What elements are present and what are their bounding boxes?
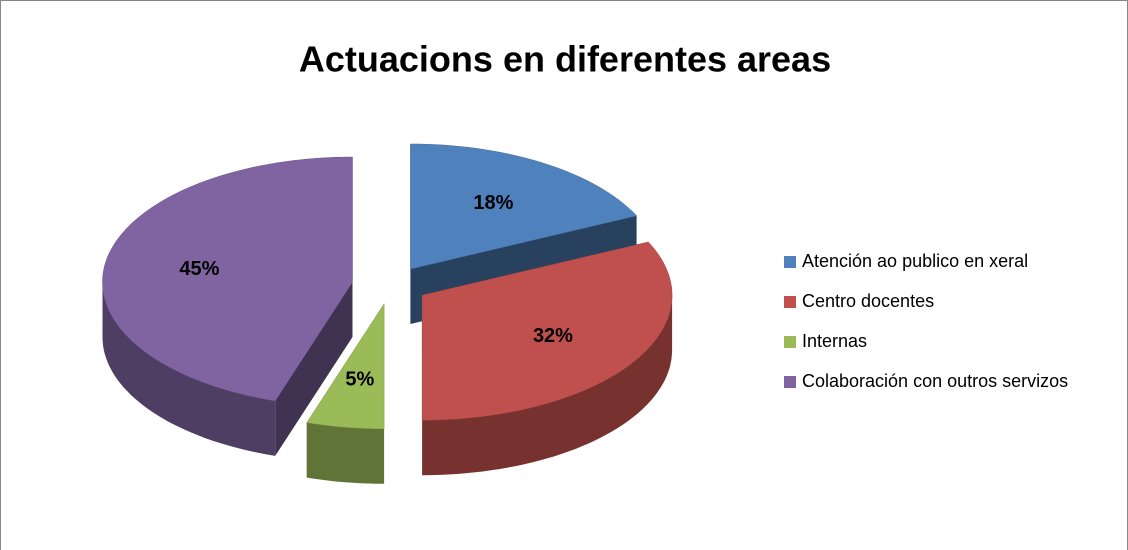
legend-swatch [784, 376, 796, 388]
data-label: 18% [473, 192, 513, 214]
legend-swatch [784, 256, 796, 268]
slice [102, 156, 353, 402]
data-label: 5% [345, 369, 374, 391]
pie-tops [102, 143, 673, 430]
legend-label: Centro docentes [802, 291, 934, 311]
legend-label: Colaboración con outros servizos [802, 371, 1068, 391]
slice [306, 302, 385, 430]
legend-swatch [784, 296, 796, 308]
slice-wall [422, 295, 673, 476]
data-label: 32% [533, 325, 573, 347]
slice-wall [102, 282, 276, 456]
slice [421, 241, 673, 421]
slice-wall [306, 422, 385, 484]
legend-label: Internas [802, 331, 867, 351]
slice-side [275, 282, 353, 456]
legend-swatch [784, 336, 796, 348]
slice [410, 143, 638, 270]
data-label: 45% [179, 258, 219, 280]
legend-label: Atención ao publico en xeral [802, 251, 1028, 271]
chart-title: Actuacions en diferentes areas [299, 39, 831, 80]
